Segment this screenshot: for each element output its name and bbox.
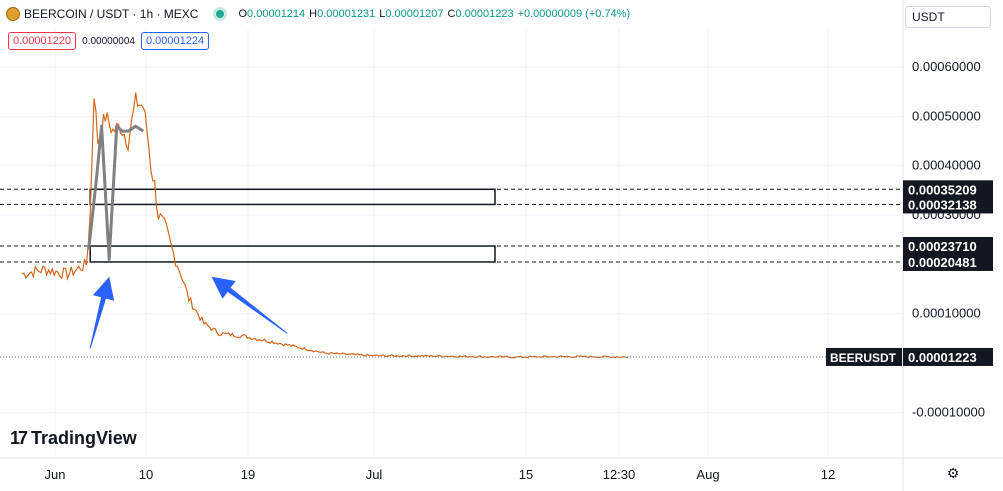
ohlc-value: 0.00001223 (455, 8, 514, 20)
gear-icon[interactable]: ⚙ (946, 464, 960, 481)
watermark-text: TradingView (31, 428, 137, 448)
ohlc-value: 0.00001214 (247, 8, 306, 20)
price-axis-label: 0.00060000 (912, 59, 981, 74)
price-series-line (21, 92, 629, 359)
ohlc-key: L (379, 8, 386, 20)
tradingview-logo-icon: 17 (10, 428, 28, 448)
coin-icon (6, 7, 20, 21)
ohlc-item: +0.00000009 (+0.74%) (518, 8, 631, 20)
ohlc-key: O (238, 8, 248, 20)
time-axis-label: Jul (366, 467, 383, 482)
ohlc-key: H (309, 8, 318, 20)
price-level-label: 0.00032138 (908, 197, 977, 212)
price-axis-label: 0.00050000 (912, 108, 981, 123)
ohlc-item: O0.00001214 (238, 8, 305, 20)
price-axis-label: 0.00040000 (912, 158, 981, 173)
drawn-pattern-path[interactable] (87, 124, 145, 261)
ohlc-item: L0.00001207 (379, 8, 443, 20)
symbol-title[interactable]: BEERCOIN / USDT · 1h · MEXC (24, 7, 199, 21)
price-level-label-bg (903, 180, 993, 199)
time-axis-label: 19 (241, 467, 255, 482)
time-axis-label: 15 (519, 467, 533, 482)
ohlc-value: 0.00001207 (385, 8, 444, 20)
price-level-label: 0.00023710 (908, 239, 977, 254)
buy-sell-panel: 0.00001220 0.00000004 0.00001224 (8, 32, 210, 50)
zone-rectangle[interactable] (89, 188, 496, 206)
price-level-label-bg (903, 252, 993, 271)
ohlc-value: +0.00000009 (+0.74%) (517, 8, 631, 20)
price-level-label-bg (903, 195, 993, 214)
symbol-tag: BEERUSDT (830, 351, 897, 365)
current-price-label: 0.00001223 (908, 350, 977, 365)
arrow-annotation[interactable] (89, 276, 115, 349)
time-axis-label: 12:30 (603, 467, 636, 482)
ohlc-item: H0.00001231 (309, 8, 375, 20)
symbol-legend: BEERCOIN / USDT · 1h · MEXC O0.00001214 H… (6, 7, 630, 21)
current-price-label-bg (903, 347, 993, 366)
time-axis-label: Aug (696, 467, 719, 482)
price-level-label: 0.00020481 (908, 255, 977, 270)
price-axis-label: -0.00010000 (912, 404, 985, 419)
ohlc-item: C0.00001223 (448, 8, 514, 20)
tradingview-logo: 17 TradingView (10, 428, 137, 449)
ohlc-values: O0.00001214 H0.00001231 L0.00001207 C0.0000… (238, 8, 630, 20)
price-level-label: 0.00035209 (908, 182, 977, 197)
time-axis-label: 10 (139, 467, 153, 482)
symbol-tag-bg (826, 347, 902, 366)
currency-button[interactable]: USDT (905, 6, 991, 28)
ohlc-key: C (447, 8, 456, 20)
arrow-annotation[interactable] (211, 276, 288, 334)
zone-rectangle[interactable] (89, 245, 496, 263)
time-axis-label: 12 (821, 467, 835, 482)
buy-price-button[interactable]: 0.00001224 (140, 32, 210, 50)
ohlc-value: 0.00001231 (317, 8, 376, 20)
price-axis-label: 0.00010000 (912, 306, 981, 321)
price-level-label-bg (903, 237, 993, 256)
time-axis-label: Jun (45, 467, 66, 482)
spread-value: 0.00000004 (82, 35, 135, 47)
sell-price-button[interactable]: 0.00001220 (8, 32, 77, 50)
market-status-icon[interactable] (216, 10, 225, 18)
